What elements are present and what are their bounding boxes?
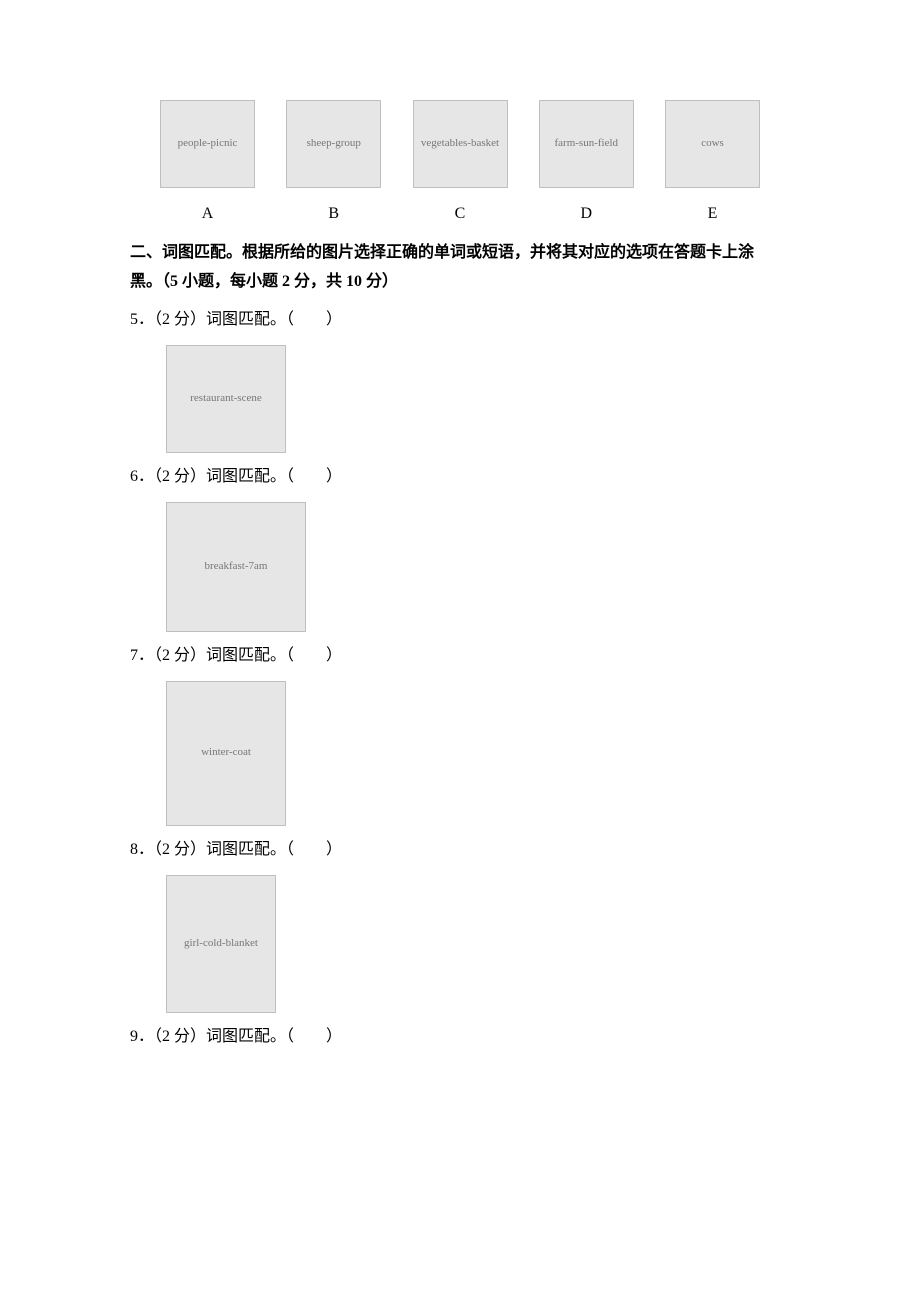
question-7-points: （2 分） xyxy=(154,647,206,664)
question-7-number: 7 xyxy=(130,647,138,664)
top-image-row: people-picnic sheep-group vegetables-bas… xyxy=(130,100,790,188)
question-5-number: 5 xyxy=(130,311,138,328)
question-6-text: 词图匹配。（ ） xyxy=(206,468,342,485)
question-6-points: （2 分） xyxy=(154,468,206,485)
worksheet-page: people-picnic sheep-group vegetables-bas… xyxy=(0,0,920,1111)
top-image-a: people-picnic xyxy=(160,100,255,188)
top-letter-d: D xyxy=(539,200,634,229)
question-9-line: 9．（2 分）词图匹配。（ ） xyxy=(130,1023,790,1052)
question-6-number: 6 xyxy=(130,468,138,485)
question-5-image-wrap: restaurant-scene xyxy=(166,345,790,453)
question-9-points: （2 分） xyxy=(154,1028,206,1045)
question-5-points: （2 分） xyxy=(154,311,206,328)
question-8-points: （2 分） xyxy=(154,841,206,858)
top-image-d-box: farm-sun-field xyxy=(539,100,634,188)
top-image-b: sheep-group xyxy=(286,100,381,188)
question-8-text: 词图匹配。（ ） xyxy=(206,841,342,858)
question-6-line: 6．（2 分）词图匹配。（ ） xyxy=(130,463,790,492)
question-7-image-wrap: winter-coat xyxy=(166,681,790,826)
question-8-line: 8．（2 分）词图匹配。（ ） xyxy=(130,836,790,865)
question-6-image: breakfast-7am xyxy=(166,502,306,632)
question-9-number: 9 xyxy=(130,1028,138,1045)
question-5-text: 词图匹配。（ ） xyxy=(206,311,342,328)
top-letters-row: A B C D E xyxy=(130,200,790,229)
question-7-text: 词图匹配。（ ） xyxy=(206,647,342,664)
question-5-line: 5．（2 分）词图匹配。（ ） xyxy=(130,306,790,335)
question-8-image-wrap: girl-cold-blanket xyxy=(166,875,790,1013)
top-letter-c: C xyxy=(413,200,508,229)
top-image-a-box: people-picnic xyxy=(160,100,255,188)
top-letter-e: E xyxy=(665,200,760,229)
top-letter-a: A xyxy=(160,200,255,229)
question-7-line: 7．（2 分）词图匹配。（ ） xyxy=(130,642,790,671)
question-5-image: restaurant-scene xyxy=(166,345,286,453)
question-8-number: 8 xyxy=(130,841,138,858)
question-6-image-wrap: breakfast-7am xyxy=(166,502,790,632)
top-image-b-box: sheep-group xyxy=(286,100,381,188)
top-image-c-box: vegetables-basket xyxy=(413,100,508,188)
top-image-c: vegetables-basket xyxy=(413,100,508,188)
top-image-e: cows xyxy=(665,100,760,188)
top-image-e-box: cows xyxy=(665,100,760,188)
question-8-image: girl-cold-blanket xyxy=(166,875,276,1013)
section-header-line1: 二、词图匹配。根据所给的图片选择正确的单词或短语，并将其对应的选项在答题卡上涂 xyxy=(130,244,754,261)
question-7-image: winter-coat xyxy=(166,681,286,826)
section-header: 二、词图匹配。根据所给的图片选择正确的单词或短语，并将其对应的选项在答题卡上涂 … xyxy=(130,239,790,297)
section-header-line2: 黑。（5 小题，每小题 2 分，共 10 分） xyxy=(130,273,398,290)
top-letter-b: B xyxy=(286,200,381,229)
top-image-d: farm-sun-field xyxy=(539,100,634,188)
question-9-text: 词图匹配。（ ） xyxy=(206,1028,342,1045)
